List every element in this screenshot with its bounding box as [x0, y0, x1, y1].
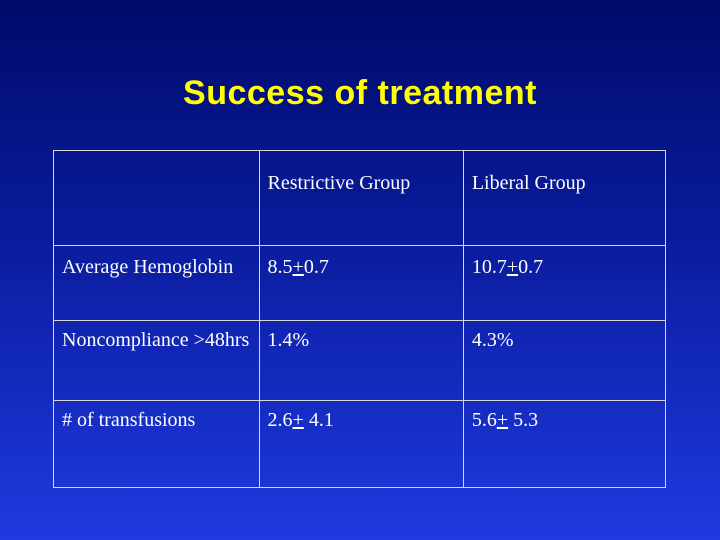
header-restrictive-group: Restrictive Group	[258, 150, 464, 246]
header-empty-cell	[53, 150, 260, 246]
table-header-row: Restrictive Group Liberal Group	[53, 150, 667, 246]
transfusions-restrictive-value: 2.6+ 4.1	[258, 400, 464, 488]
table-row: Noncompliance >48hrs 1.4% 4.3%	[53, 320, 667, 401]
noncompliance-restrictive-value: 1.4%	[258, 320, 464, 401]
row-label-hemoglobin: Average Hemoglobin	[53, 245, 260, 321]
results-table: Restrictive Group Liberal Group Average …	[53, 150, 667, 488]
slide-title: Success of treatment	[183, 74, 537, 112]
table-row: # of transfusions 2.6+ 4.1 5.6+ 5.3	[53, 400, 667, 488]
hemoglobin-restrictive-value: 8.5+0.7	[258, 245, 464, 321]
hemoglobin-liberal-value: 10.7+0.7	[462, 245, 667, 321]
row-label-transfusions: # of transfusions	[53, 400, 260, 488]
header-liberal-group: Liberal Group	[462, 150, 667, 246]
noncompliance-liberal-value: 4.3%	[462, 320, 667, 401]
table-row: Average Hemoglobin 8.5+0.7 10.7+0.7	[53, 245, 667, 321]
transfusions-liberal-value: 5.6+ 5.3	[462, 400, 667, 488]
row-label-noncompliance: Noncompliance >48hrs	[53, 320, 260, 401]
